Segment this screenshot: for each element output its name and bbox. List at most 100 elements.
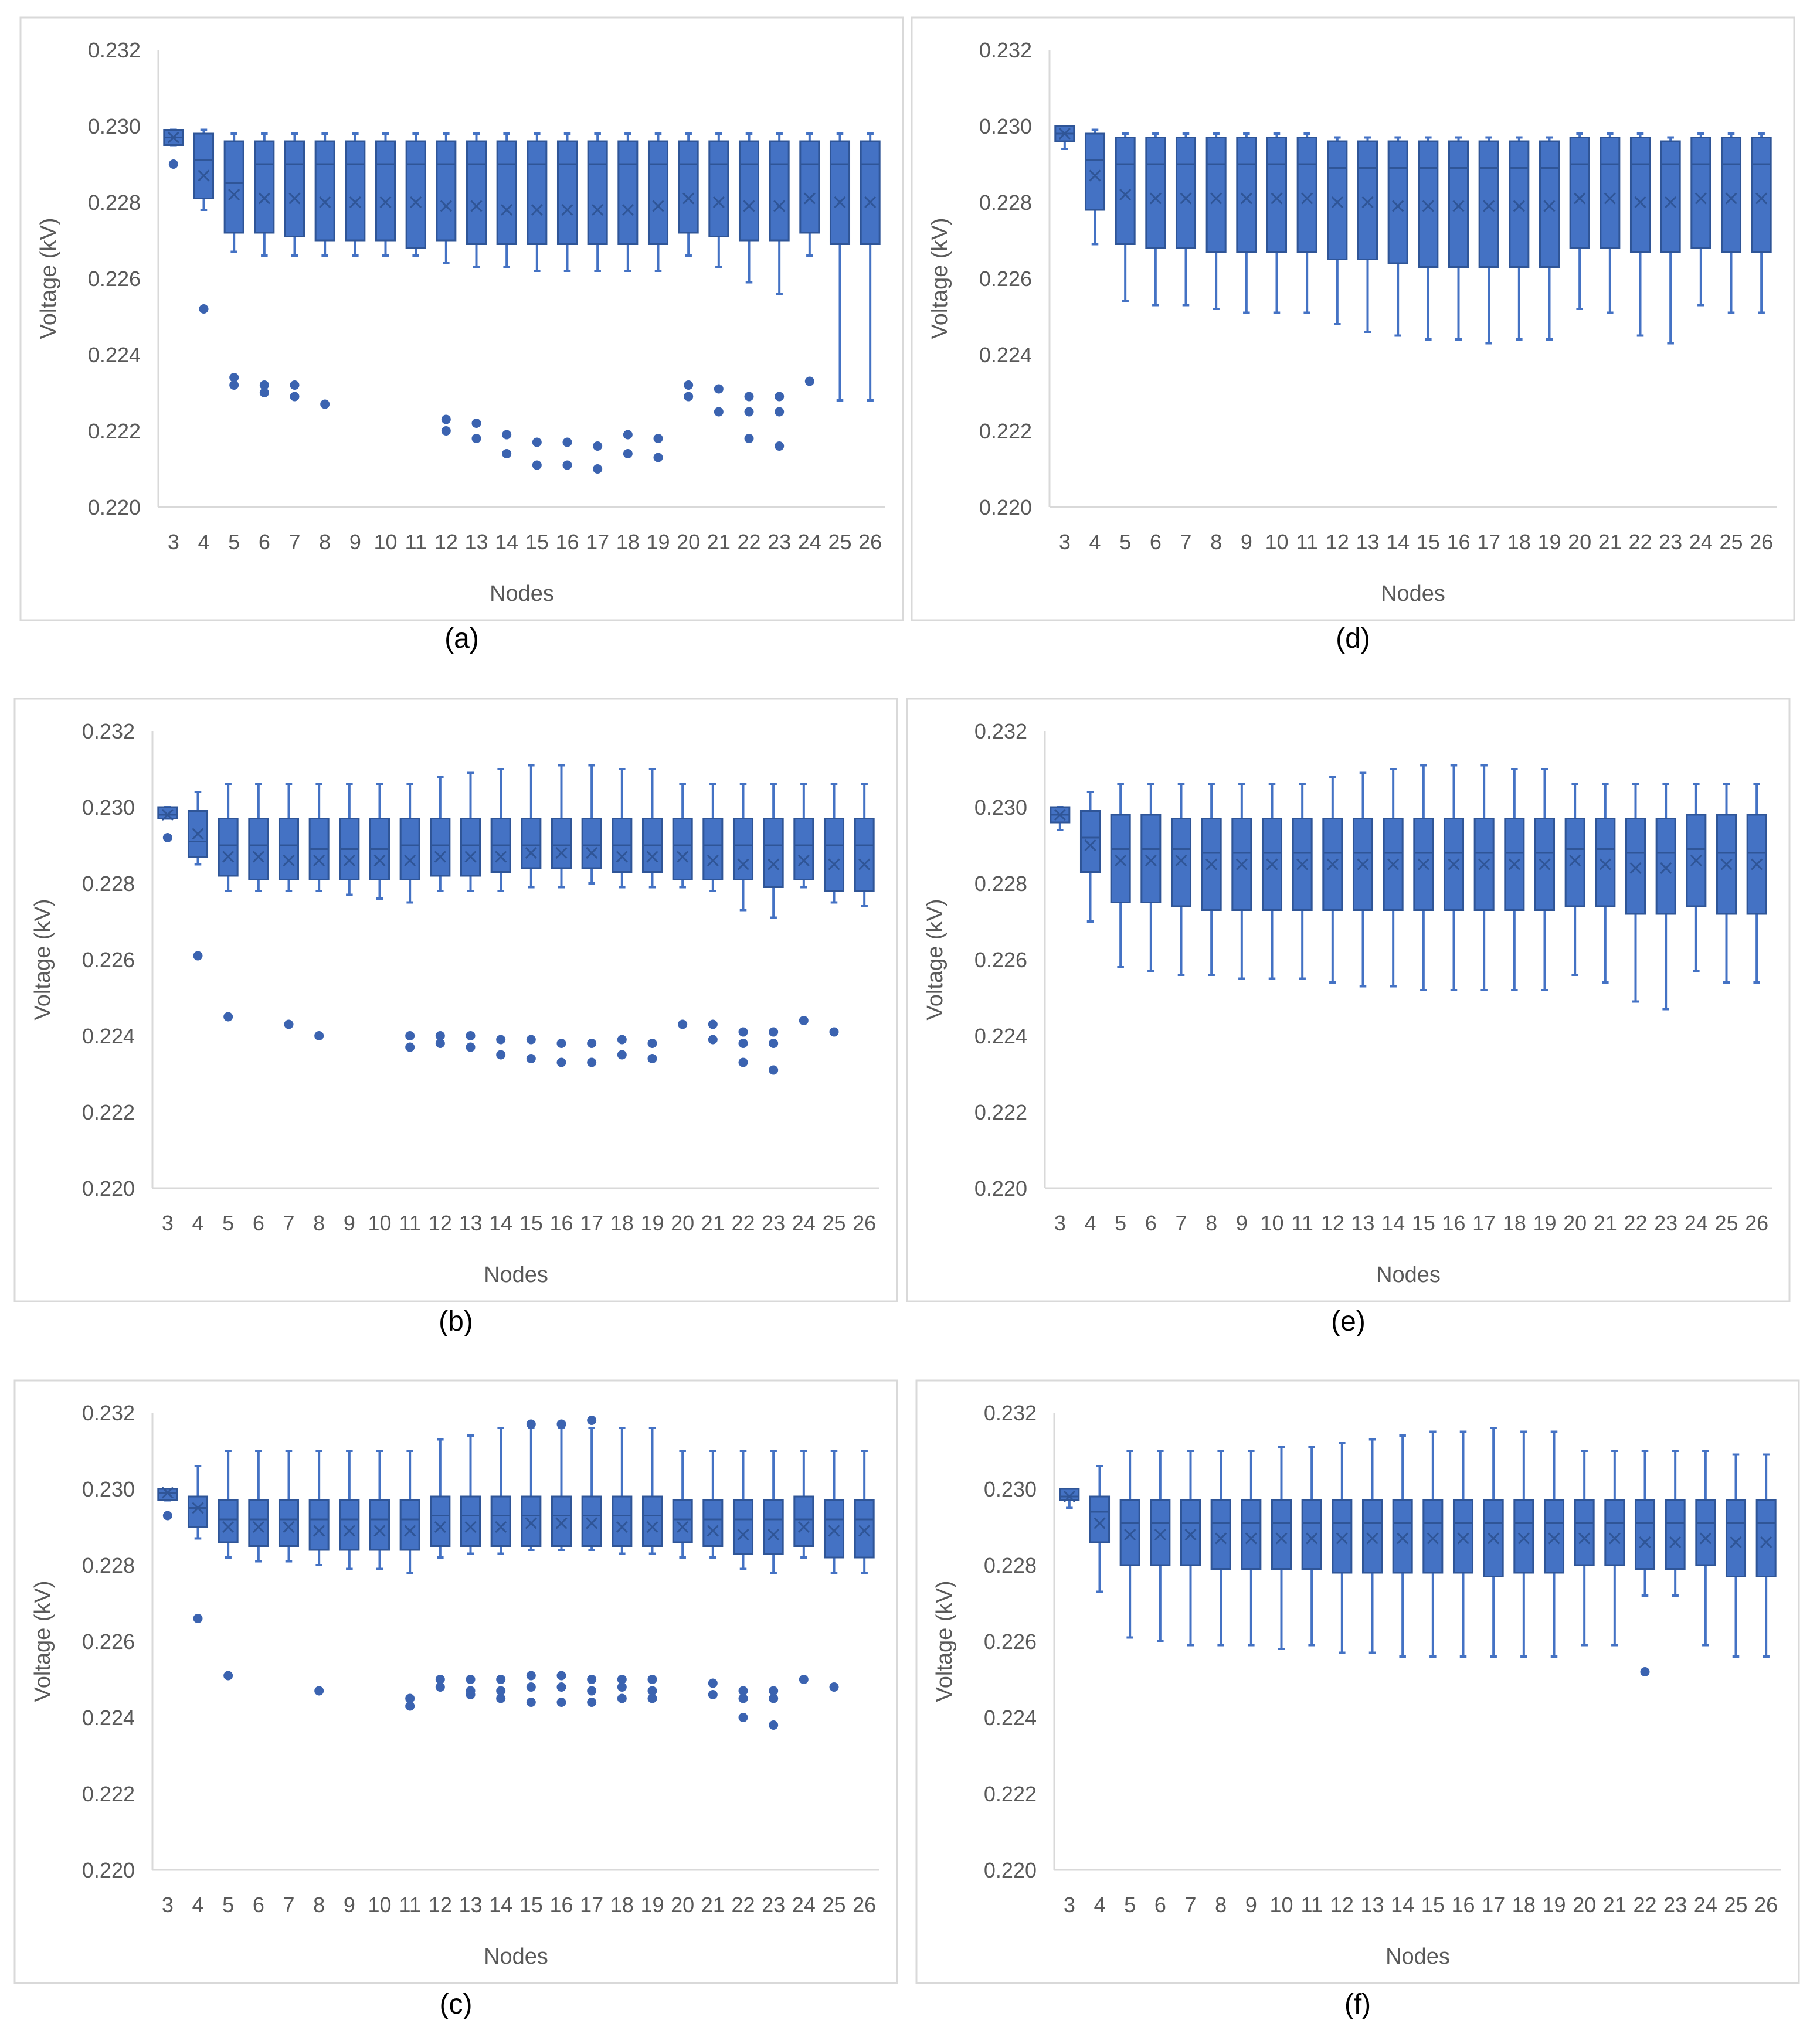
box-node-24 xyxy=(1686,783,1707,972)
outlier-point xyxy=(502,430,512,440)
chart-frame xyxy=(13,1379,898,1984)
box-node-18 xyxy=(617,132,639,458)
outlier-point xyxy=(587,1675,597,1684)
y-tick-label: 0.230 xyxy=(979,114,1032,138)
box-node-12 xyxy=(430,1438,451,1692)
x-axis-title: Nodes xyxy=(484,1263,548,1287)
outlier-point xyxy=(471,434,481,443)
box-node-18 xyxy=(1504,768,1525,991)
y-tick-label: 0.224 xyxy=(88,343,141,367)
box xyxy=(1539,140,1560,268)
box-node-14 xyxy=(490,1427,511,1703)
y-tick-label: 0.222 xyxy=(88,419,141,443)
outlier-point xyxy=(466,1042,476,1052)
y-tick-label: 0.230 xyxy=(984,1477,1037,1501)
x-tick-label: 5 xyxy=(1124,1893,1136,1917)
mean-marker xyxy=(1578,1532,1591,1545)
box xyxy=(581,818,602,869)
box xyxy=(1296,137,1317,253)
box xyxy=(218,1499,239,1543)
box-node-7 xyxy=(278,783,300,1029)
x-tick-label: 16 xyxy=(555,530,579,554)
x-tick-label: 18 xyxy=(1503,1211,1526,1235)
x-tick-label: 14 xyxy=(1381,1211,1405,1235)
x-tick-label: 8 xyxy=(313,1893,325,1917)
outlier-point xyxy=(502,449,512,458)
x-tick-label: 11 xyxy=(399,1893,420,1917)
mean-marker xyxy=(1361,196,1374,209)
x-tick-label: 3 xyxy=(162,1211,174,1235)
mean-marker xyxy=(1730,1536,1742,1549)
chart-frame xyxy=(19,16,904,621)
x-tick-label: 5 xyxy=(228,530,240,554)
x-tick-label: 16 xyxy=(1451,1893,1475,1917)
outlier-point xyxy=(496,1035,506,1045)
box-node-6 xyxy=(1140,783,1162,972)
x-tick-label: 9 xyxy=(1245,1893,1257,1917)
box-node-22 xyxy=(738,132,760,443)
y-tick-label: 0.226 xyxy=(974,948,1027,972)
outlier-point xyxy=(1640,1667,1650,1676)
box xyxy=(860,140,881,245)
mean-marker xyxy=(1184,1528,1197,1541)
x-tick-label: 14 xyxy=(495,530,518,554)
mean-marker xyxy=(1271,192,1283,205)
x-tick-label: 24 xyxy=(1694,1893,1717,1917)
y-axis-title: Voltage (kV) xyxy=(36,218,61,339)
box xyxy=(490,1495,511,1547)
mean-marker xyxy=(1694,192,1707,205)
outlier-point xyxy=(647,1675,657,1684)
mean-marker xyxy=(258,192,270,205)
mean-marker xyxy=(555,1517,568,1529)
x-tick-label: 3 xyxy=(1054,1211,1066,1235)
box xyxy=(254,140,275,234)
x-tick-label: 8 xyxy=(313,1211,325,1235)
box-node-26 xyxy=(1751,132,1772,314)
outlier-point xyxy=(708,1019,718,1029)
outlier-point xyxy=(193,1614,203,1623)
outlier-point xyxy=(744,407,754,417)
mean-marker xyxy=(1755,192,1768,205)
mean-marker xyxy=(1690,854,1702,867)
box xyxy=(1266,137,1288,253)
y-tick-label: 0.222 xyxy=(974,1100,1027,1124)
y-tick-label: 0.228 xyxy=(984,1553,1037,1577)
y-tick-label: 0.222 xyxy=(979,419,1032,443)
y-tick-label: 0.232 xyxy=(82,1401,135,1425)
x-tick-label: 9 xyxy=(1241,530,1252,554)
x-axis-title: Nodes xyxy=(1376,1263,1441,1287)
outlier-point xyxy=(623,430,633,440)
x-tick-label: 18 xyxy=(610,1211,634,1235)
x-tick-label: 4 xyxy=(198,530,209,554)
outlier-point xyxy=(684,380,694,390)
box-node-20 xyxy=(1569,132,1590,310)
mean-marker xyxy=(525,1517,537,1529)
box-node-6 xyxy=(1150,1450,1171,1642)
outlier-point xyxy=(556,1682,566,1692)
x-tick-label: 9 xyxy=(344,1893,355,1917)
y-tick-label: 0.230 xyxy=(974,795,1027,819)
x-tick-label: 15 xyxy=(1421,1893,1445,1917)
box-node-12 xyxy=(430,776,451,1048)
x-tick-label: 4 xyxy=(1089,530,1101,554)
mean-marker xyxy=(1548,1532,1560,1545)
x-tick-label: 23 xyxy=(762,1211,785,1235)
box xyxy=(1690,137,1711,249)
outlier-point xyxy=(405,1701,415,1711)
x-tick-label: 17 xyxy=(580,1893,603,1917)
mean-marker xyxy=(1058,127,1071,140)
outlier-point xyxy=(647,1054,657,1063)
x-tick-label: 6 xyxy=(253,1211,264,1235)
outlier-point xyxy=(223,1012,233,1022)
outlier-point xyxy=(738,1693,748,1703)
mean-marker xyxy=(646,1521,658,1533)
outlier-point xyxy=(435,1039,445,1048)
box xyxy=(157,806,178,819)
y-tick-label: 0.222 xyxy=(984,1782,1037,1806)
box xyxy=(405,140,426,249)
box xyxy=(1634,1499,1656,1570)
y-tick-label: 0.230 xyxy=(88,114,141,138)
outlier-point xyxy=(441,426,451,436)
x-tick-label: 15 xyxy=(1417,530,1440,554)
x-tick-label: 21 xyxy=(1594,1211,1617,1235)
